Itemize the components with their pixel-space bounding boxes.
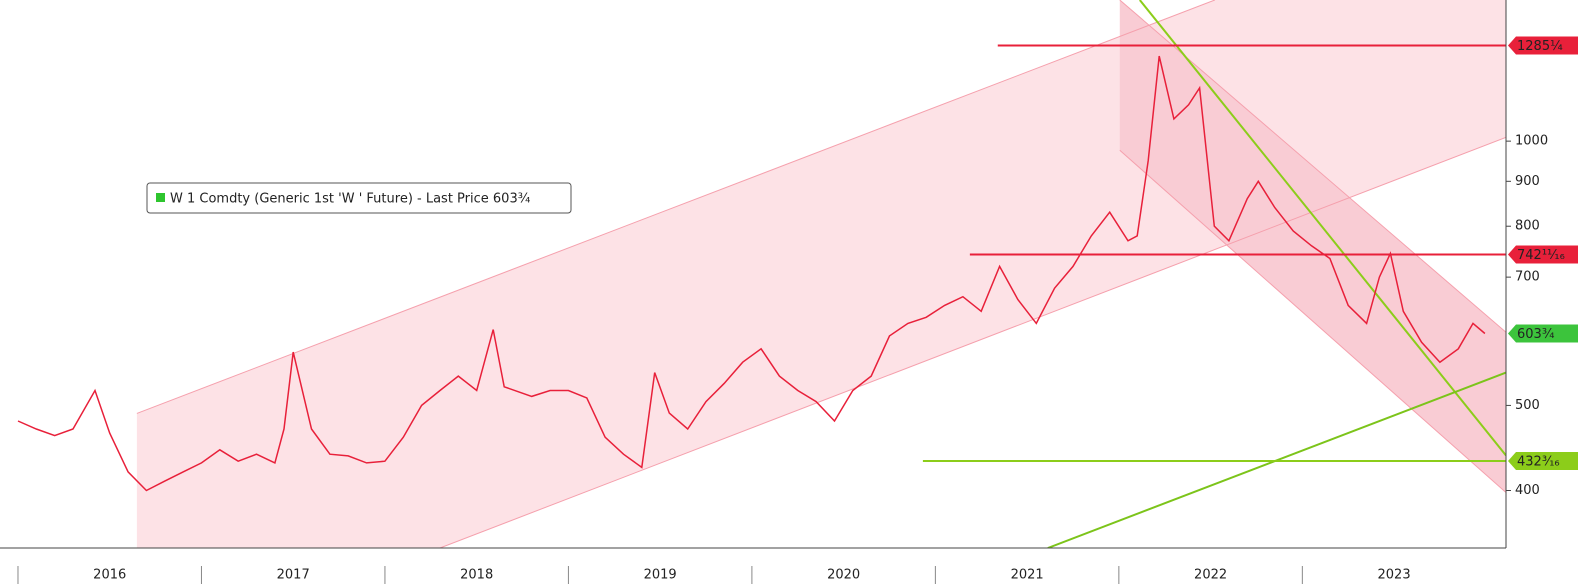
x-tick-label: 2023 [1378,568,1411,583]
level-label: 742¹¹⁄₁₆ [1517,248,1565,263]
legend-key [156,193,165,202]
x-tick-label: 2021 [1011,568,1044,583]
x-tick-label: 2017 [277,568,310,583]
y-tick-label: 800 [1515,219,1540,234]
x-tick-label: 2020 [827,568,860,583]
trendline [439,136,1506,548]
level-tag [1508,324,1578,343]
trendline [136,0,1215,414]
y-tick-label: 500 [1515,398,1540,413]
price-line [17,55,1486,492]
legend: W 1 Comdty (Generic 1st 'W ' Future) - L… [146,182,572,214]
y-tick-label: 900 [1515,174,1540,189]
level-tag [1508,36,1578,55]
level-label: 1285¼ [1517,39,1563,54]
x-tick-label: 2019 [644,568,677,583]
x-tick-label: 2022 [1194,568,1227,583]
legend-box [146,182,572,214]
level-label: 603¾ [1517,327,1555,342]
trendline [1138,0,1506,457]
y-tick-label: 400 [1515,483,1540,498]
y-tick-label: 700 [1515,270,1540,285]
y-tick-label: 1000 [1515,134,1548,149]
x-tick-label: 2018 [460,568,493,583]
level-tag [1508,451,1578,470]
x-tick-label: 2016 [93,568,126,583]
trendline [1119,149,1506,493]
plot-area [17,0,1506,548]
level-tag [1508,245,1578,264]
legend-label: W 1 Comdty (Generic 1st 'W ' Future) - L… [170,192,531,207]
level-label: 432³⁄₁₆ [1517,454,1560,469]
